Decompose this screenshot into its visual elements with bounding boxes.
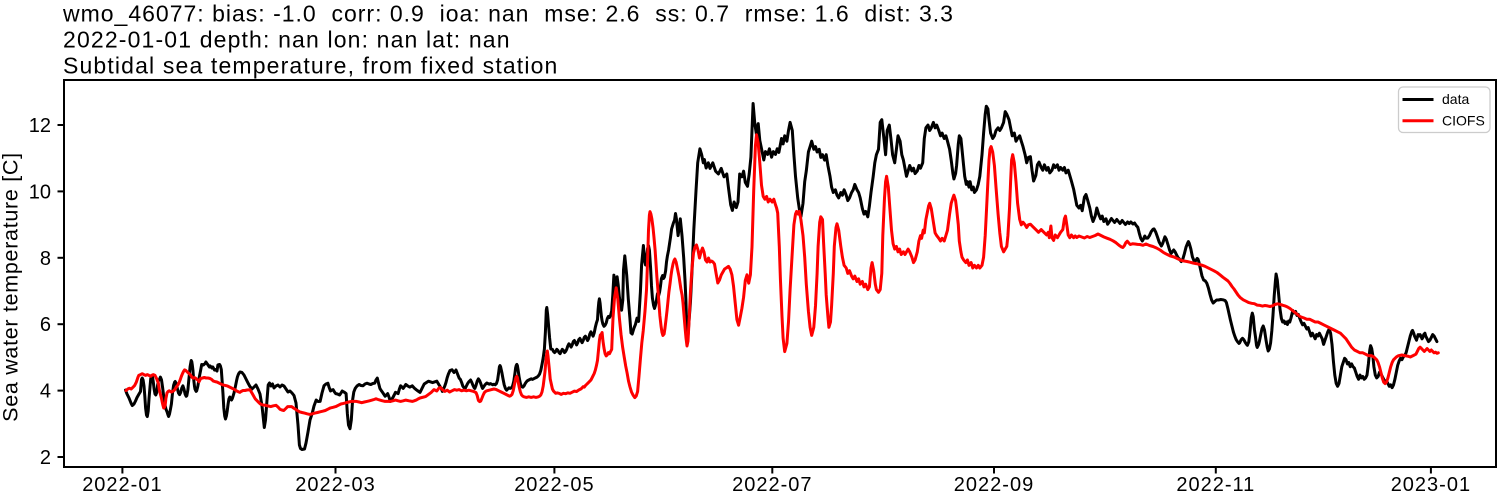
svg-text:wmo_46077: bias: -1.0 corr: 0: wmo_46077: bias: -1.0 corr: 0.9 ioa: nan… [62, 1, 954, 27]
svg-text:data: data [1442, 91, 1469, 107]
svg-text:Sea water temperature [C]: Sea water temperature [C] [0, 152, 23, 422]
svg-text:2: 2 [40, 447, 51, 469]
svg-text:4: 4 [40, 381, 51, 403]
svg-text:2022-07: 2022-07 [732, 474, 812, 496]
svg-text:2022-01-01 depth: nan lon: nan: 2022-01-01 depth: nan lon: nan lat: nan [63, 27, 511, 53]
svg-text:2022-01: 2022-01 [82, 474, 162, 496]
svg-text:6: 6 [40, 314, 51, 336]
svg-text:2022-11: 2022-11 [1176, 474, 1255, 496]
svg-text:2022-09: 2022-09 [954, 474, 1034, 496]
svg-text:Subtidal sea temperature, from: Subtidal sea temperature, from fixed sta… [63, 53, 559, 79]
svg-text:2023-01: 2023-01 [1391, 474, 1471, 496]
svg-text:10: 10 [29, 181, 51, 203]
svg-text:8: 8 [40, 248, 51, 270]
svg-text:CIOFS: CIOFS [1442, 112, 1485, 128]
svg-text:12: 12 [29, 115, 51, 137]
svg-text:2022-05: 2022-05 [514, 474, 594, 496]
svg-text:2022-03: 2022-03 [295, 474, 375, 496]
